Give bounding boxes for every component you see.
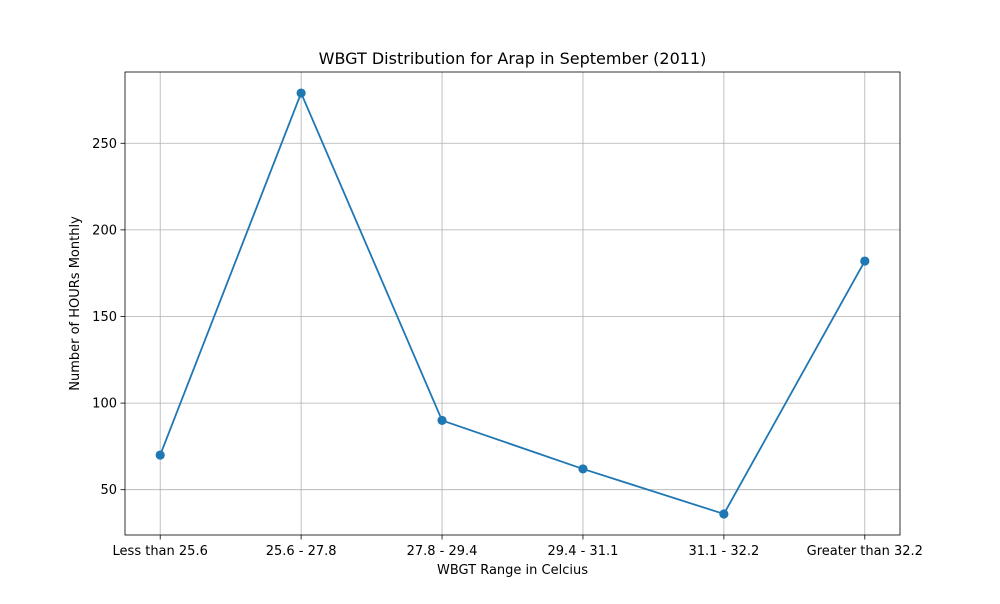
data-point [719, 509, 729, 519]
series-0 [155, 88, 870, 519]
grid [125, 72, 900, 535]
series-line [159, 92, 866, 515]
data-point [296, 88, 306, 98]
data-point [155, 450, 165, 460]
x-tick-label: 31.1 - 32.2 [688, 544, 759, 559]
x-axis-title: WBGT Range in Celcius [437, 563, 588, 578]
x-tick-label: 25.6 - 27.8 [266, 544, 337, 559]
x-tick-label: 29.4 - 31.1 [548, 544, 619, 559]
data-point [437, 415, 447, 426]
plot-frame [124, 71, 901, 536]
data-point [578, 464, 588, 474]
y-axis-ticks: 50 100 150 200 250 [92, 137, 125, 498]
x-tick-label: 27.8 - 29.4 [407, 544, 478, 559]
series-layer [155, 88, 870, 519]
x-tick-label: Less than 25.6 [113, 544, 208, 559]
y-tick-label: 100 [92, 397, 117, 412]
y-tick-label: 50 [100, 483, 117, 498]
y-tick-label: 250 [92, 137, 117, 152]
y-tick-label: 200 [92, 223, 117, 238]
y-tick-label: 150 [92, 310, 117, 325]
x-tick-label: Greater than 32.2 [807, 544, 923, 559]
y-axis-title: Number of HOURs Monthly [68, 216, 83, 391]
data-point [860, 256, 870, 266]
chart-title: WBGT Distribution for Arap in September … [319, 49, 707, 68]
x-axis-ticks: Less than 25.6 25.6 - 27.8 27.8 - 29.4 29.4… [113, 535, 923, 559]
